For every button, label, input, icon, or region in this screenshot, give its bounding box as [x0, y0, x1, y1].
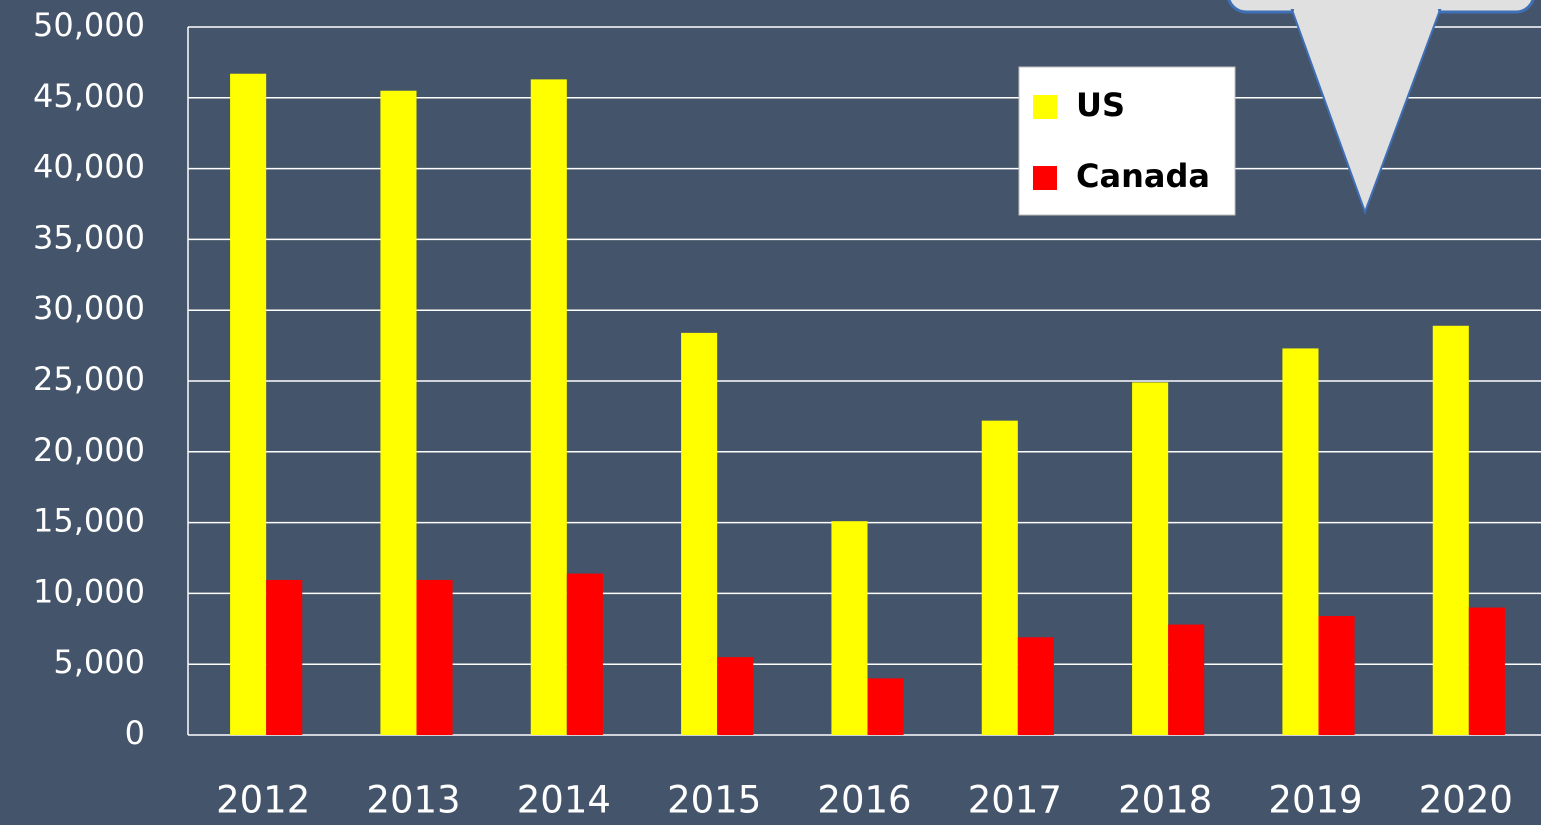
- x-tick-label: 2019: [1268, 779, 1362, 822]
- legend-label: Canada: [1076, 157, 1210, 195]
- x-tick-label: 2013: [366, 779, 460, 822]
- callout-join: [1294, 0, 1438, 12]
- x-tick-label: 2017: [968, 779, 1062, 822]
- bar: [717, 657, 754, 735]
- x-tick-label: 2012: [216, 779, 310, 822]
- x-tick-label: 2020: [1419, 779, 1513, 822]
- y-tick-label: 5,000: [53, 643, 145, 681]
- bar: [230, 73, 267, 735]
- bar: [831, 521, 868, 735]
- y-tick-label: 15,000: [33, 502, 145, 540]
- bar: [1432, 325, 1469, 735]
- legend-swatch: [1033, 166, 1057, 190]
- legend-label: US: [1076, 86, 1125, 124]
- y-tick-label: 35,000: [33, 218, 145, 256]
- bar: [380, 90, 417, 736]
- plot-area: 0 5,000 10,000 15,000 20,000 25,000 30,000 35,0…: [33, 6, 1541, 822]
- y-tick-label: 30,000: [33, 289, 145, 327]
- bar: [1132, 382, 1169, 735]
- x-tick-label: 2018: [1118, 779, 1212, 822]
- bar: [566, 573, 603, 735]
- legend-items: US Canada: [1033, 86, 1210, 195]
- bar: [867, 678, 904, 735]
- legend-box: [1018, 66, 1236, 216]
- x-tick-label: 2015: [667, 779, 761, 822]
- callout: [1227, 0, 1535, 215]
- bar: [681, 332, 718, 735]
- y-tick-label: 10,000: [33, 572, 145, 610]
- y-tick-label: 50,000: [33, 6, 145, 44]
- y-tick-label: 20,000: [33, 431, 145, 469]
- bar: [1017, 637, 1054, 735]
- bar: [416, 579, 453, 735]
- bar: [1168, 624, 1205, 735]
- y-tick-label: 0: [125, 714, 145, 752]
- y-tick-label: 25,000: [33, 360, 145, 398]
- x-tick-label: 2014: [517, 779, 611, 822]
- legend-swatch: [1033, 95, 1057, 119]
- bar: [1282, 348, 1319, 735]
- bar: [1318, 616, 1355, 735]
- y-tick-label: 40,000: [33, 148, 145, 186]
- x-tick-label: 2016: [817, 779, 911, 822]
- legend: US Canada: [1018, 66, 1236, 216]
- bar: [266, 579, 303, 735]
- bar: [530, 79, 567, 736]
- bar: [1468, 607, 1505, 735]
- y-tick-label: 45,000: [33, 77, 145, 115]
- bar: [981, 420, 1018, 735]
